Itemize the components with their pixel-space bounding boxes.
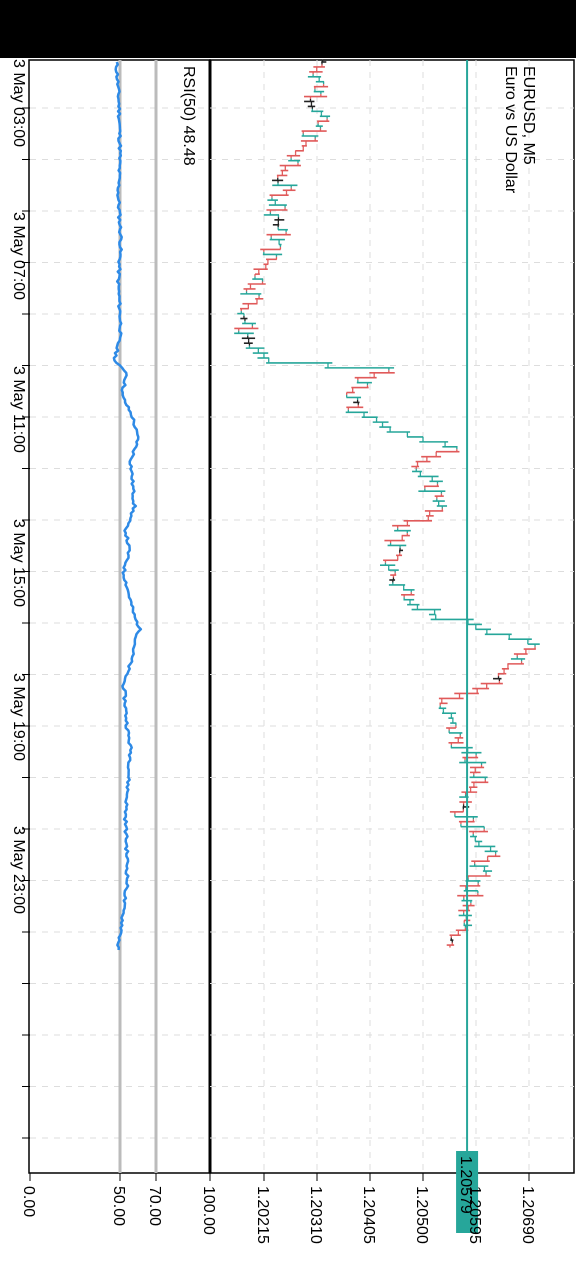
chart-area[interactable]: EURUSD, M5 Euro vs US Dollar RSI(50) 48.48… [0, 58, 576, 1280]
price-axis-label: 1.20215 [254, 1186, 271, 1244]
current-price-label: 1.20579 [457, 1156, 474, 1214]
rsi-axis-label: 50.00 [110, 1186, 127, 1226]
indicator-label: RSI(50) 48.48 [180, 66, 197, 166]
rsi-axis-label: 100.00 [200, 1186, 217, 1235]
time-axis-label: 3 May 23:00 [10, 826, 27, 914]
price-axis-label: 1.20500 [413, 1186, 430, 1244]
symbol-title: EURUSD, M5 [520, 66, 537, 165]
rsi-axis-label: 0.00 [20, 1186, 37, 1217]
symbol-description: Euro vs US Dollar [502, 66, 519, 194]
time-axis-label: 3 May 07:00 [10, 212, 27, 300]
time-axis-label: 3 May 15:00 [10, 519, 27, 607]
rsi-line [112, 61, 143, 951]
time-axis-label: 3 May 03:00 [10, 59, 27, 147]
price-axis-label: 1.20690 [519, 1186, 536, 1244]
price-axis-label: 1.20595 [466, 1186, 483, 1244]
price-axis-label: 1.20310 [307, 1186, 324, 1244]
current-price-tag [456, 1151, 479, 1233]
time-axis-label: 3 May 19:00 [10, 673, 27, 761]
time-axis-label: 3 May 11:00 [10, 366, 27, 453]
price-axis-label: 1.20405 [360, 1186, 377, 1244]
rsi-axis-label: 70.00 [146, 1186, 163, 1226]
status-bar [0, 0, 576, 58]
price-panel [209, 59, 575, 1174]
